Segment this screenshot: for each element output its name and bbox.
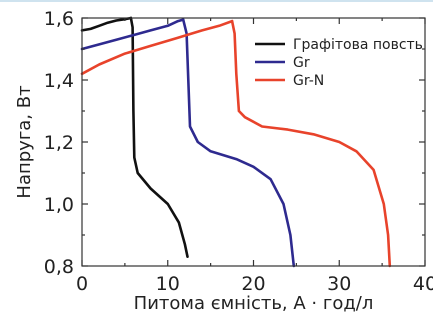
legend-label-0: Графітова повсть bbox=[293, 37, 423, 53]
x-axis-title: Питома ємність, А · год/л bbox=[134, 293, 374, 314]
legend-label-1: Gr bbox=[293, 55, 310, 71]
x-tick-label: 40 bbox=[413, 273, 433, 295]
x-tick-label: 0 bbox=[76, 273, 88, 295]
series-2-discharge-line bbox=[232, 21, 390, 266]
legend-label-2: Gr-N bbox=[293, 73, 324, 89]
series-0-charge-line bbox=[82, 18, 131, 30]
y-tick-label: 1,4 bbox=[44, 70, 74, 92]
series-layer bbox=[82, 18, 390, 266]
y-tick-label: 0,8 bbox=[44, 256, 74, 278]
y-tick-label: 1,2 bbox=[44, 132, 74, 154]
x-tick-label: 30 bbox=[327, 273, 351, 295]
x-tick-label: 20 bbox=[241, 273, 265, 295]
x-tick-label: 10 bbox=[156, 273, 180, 295]
y-axis-title: Напруга, Вт bbox=[14, 85, 35, 198]
series-1-discharge-line bbox=[183, 20, 294, 266]
y-tick-label: 1,0 bbox=[44, 194, 74, 216]
y-tick-label: 1,6 bbox=[44, 8, 74, 30]
legend: Графітова повсть Gr Gr-N bbox=[255, 37, 423, 89]
series-0-discharge-line bbox=[131, 18, 188, 257]
